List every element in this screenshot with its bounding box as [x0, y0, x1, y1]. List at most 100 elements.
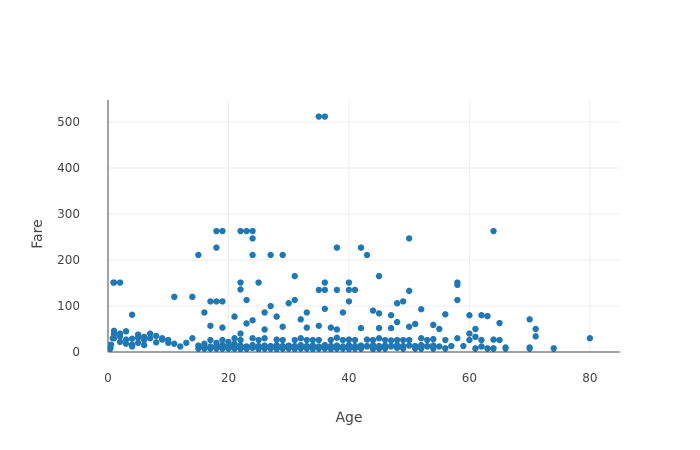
data-point — [345, 341, 353, 349]
data-point — [213, 298, 220, 305]
data-point — [351, 336, 359, 344]
data-point — [345, 286, 353, 294]
data-point — [375, 335, 383, 342]
data-point — [526, 345, 533, 352]
data-point — [405, 323, 413, 330]
data-point — [303, 324, 310, 331]
grid — [108, 100, 620, 352]
data-point — [327, 342, 335, 350]
data-point — [321, 341, 329, 349]
data-point — [171, 340, 178, 347]
data-point — [327, 324, 335, 331]
data-point — [466, 336, 473, 344]
data-point — [339, 336, 347, 344]
data-point — [219, 324, 226, 331]
data-point — [146, 335, 154, 342]
y-tick-label: 300 — [57, 207, 80, 221]
data-point — [472, 325, 479, 333]
data-point — [249, 317, 256, 324]
data-point — [387, 324, 395, 332]
data-point — [345, 336, 353, 343]
data-point — [363, 343, 371, 350]
data-point — [357, 244, 365, 251]
data-point — [490, 227, 497, 235]
data-point — [243, 320, 250, 327]
data-point — [442, 311, 449, 318]
data-point — [454, 296, 461, 304]
y-tick-label: 100 — [57, 299, 80, 313]
data-point — [399, 336, 407, 344]
data-point — [526, 316, 533, 323]
data-point — [219, 227, 226, 235]
data-point — [213, 244, 220, 251]
data-point — [267, 302, 274, 310]
x-tick-label: 40 — [341, 371, 356, 385]
data-point — [424, 342, 431, 350]
data-point — [442, 345, 449, 352]
x-tick-label: 60 — [462, 371, 477, 385]
x-tick-label: 80 — [582, 371, 597, 385]
data-point — [345, 298, 353, 305]
data-point — [484, 312, 491, 320]
data-point — [454, 335, 461, 342]
y-tick-label: 500 — [57, 115, 80, 129]
data-point — [321, 279, 329, 286]
data-point — [237, 286, 244, 293]
data-point — [291, 272, 298, 280]
data-point — [116, 333, 124, 340]
data-point — [484, 345, 491, 352]
data-point — [249, 335, 256, 342]
data-point — [261, 335, 268, 342]
data-point — [430, 335, 437, 343]
data-point — [273, 341, 280, 349]
data-point — [333, 342, 341, 349]
tick-labels: 0 20 40 60 80 0 100 200 300 400 500 — [57, 115, 597, 385]
data-point — [134, 331, 142, 338]
data-point — [490, 336, 497, 343]
data-point — [140, 341, 148, 349]
data-point — [249, 251, 256, 259]
data-point — [405, 287, 413, 295]
data-point — [261, 309, 268, 316]
data-point — [339, 343, 347, 350]
data-point — [381, 342, 389, 349]
data-point — [321, 305, 329, 312]
data-point — [387, 343, 395, 350]
data-point — [297, 341, 304, 349]
data-point — [387, 312, 395, 319]
data-point — [339, 309, 347, 316]
data-point — [315, 113, 323, 120]
data-point — [532, 325, 539, 333]
data-point — [140, 336, 148, 344]
data-point — [327, 336, 335, 344]
y-axis-title: Fare — [30, 219, 46, 248]
data-point — [231, 313, 238, 320]
data-point — [297, 316, 304, 323]
data-point — [225, 338, 232, 346]
data-point — [122, 340, 130, 347]
data-point — [213, 343, 220, 351]
data-point — [249, 235, 256, 242]
data-point — [207, 336, 214, 344]
data-point — [231, 342, 238, 350]
data-point — [375, 310, 383, 317]
data-point — [586, 335, 594, 342]
data-point — [369, 307, 377, 314]
data-point — [315, 286, 323, 294]
data-point — [249, 227, 256, 235]
data-point — [315, 336, 323, 344]
data-point — [321, 286, 329, 294]
data-point — [267, 343, 274, 350]
data-point — [412, 343, 419, 350]
data-point — [219, 298, 226, 305]
data-point — [532, 333, 539, 340]
data-point — [110, 279, 117, 286]
data-point — [231, 335, 238, 342]
data-point — [430, 342, 437, 349]
y-tick-label: 400 — [57, 161, 80, 175]
data-point — [424, 336, 431, 344]
data-point — [134, 339, 142, 347]
data-point — [152, 339, 160, 346]
data-point — [436, 325, 443, 333]
